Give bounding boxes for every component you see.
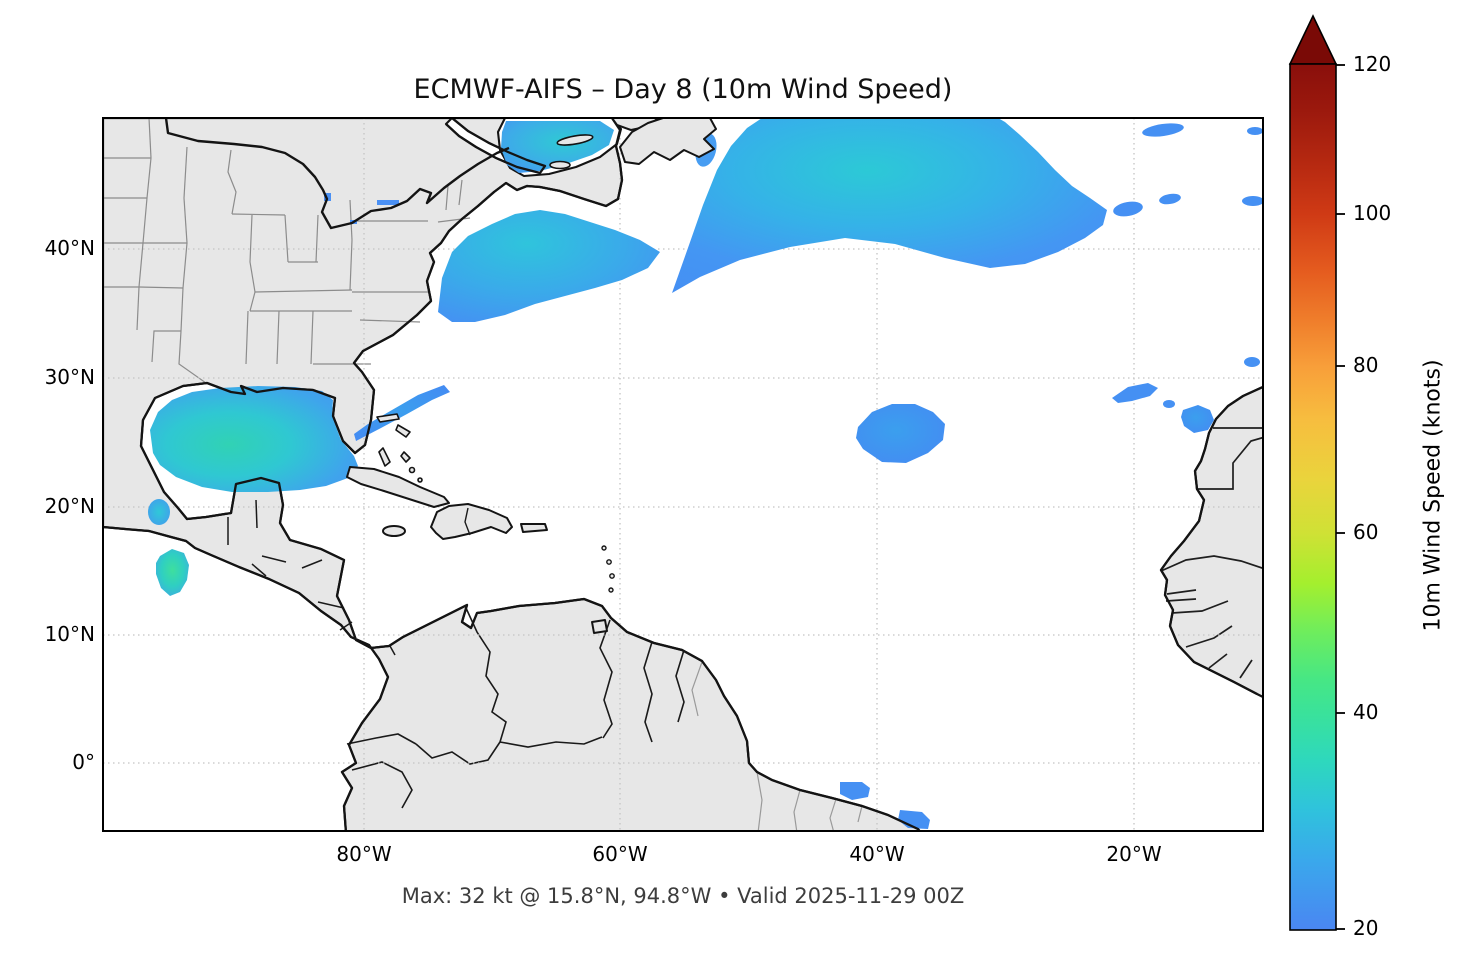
colorbar-axis-label: 10m Wind Speed (knots) [1420, 359, 1446, 632]
wind-speck-lake-ontario [377, 200, 399, 205]
wind-patch-atlantic-small-2 [1159, 193, 1181, 205]
africa-borders [1160, 427, 1263, 679]
colorbar [1288, 14, 1345, 931]
wind-speed-shading [148, 118, 1263, 829]
wind-patch-atlantic-small-1 [1113, 201, 1143, 217]
us-state-borders [103, 118, 471, 384]
brazil-state-borders [691, 661, 863, 831]
wind-patch-tehuantepec-max [156, 549, 189, 596]
ytick-label: 40°N [44, 236, 95, 260]
colorbar-extend-arrow [1288, 14, 1338, 65]
ytick-label: 0° [72, 750, 95, 774]
wind-patch-africa-3 [1181, 405, 1214, 433]
lesser-antilles [601, 545, 615, 593]
islands [346, 118, 717, 634]
wind-patch-nova-scotia-offshore [438, 210, 660, 322]
puerto-rico [520, 523, 548, 533]
cbtick-label: 20 [1353, 916, 1379, 940]
wind-patch-africa-2 [1163, 400, 1175, 408]
wind-patch-africa-1 [1112, 383, 1158, 403]
hispaniola [430, 503, 513, 540]
jamaica [382, 525, 406, 537]
trinidad [591, 619, 608, 634]
anticosti-island [556, 134, 594, 146]
coastline-americas [445, 118, 547, 175]
chart-title: ECMWF-AIFS – Day 8 (10m Wind Speed) [413, 74, 953, 105]
coastline-africa [1159, 385, 1263, 696]
wind-patch-topright-1 [1142, 123, 1184, 137]
ytick-label: 30°N [44, 365, 95, 389]
cuba [346, 466, 450, 508]
central-america-borders [227, 499, 396, 656]
cbtick-label: 100 [1353, 201, 1392, 225]
ytick-label: 10°N [44, 622, 95, 646]
wind-patch-mid-atlantic [856, 404, 945, 463]
cbtick-label: 40 [1353, 700, 1379, 724]
prince-edward-island [549, 160, 571, 170]
wind-patch-africa-4 [1244, 357, 1260, 367]
xtick-label: 40°W [849, 842, 905, 866]
wind-patch-bahamas-streak [354, 385, 450, 441]
coastline-americas-main [103, 118, 921, 831]
wind-patch-gulf-of-mexico [150, 386, 358, 492]
wind-patch-atlantic-small-3 [1242, 196, 1263, 206]
haiti-dr-border [464, 507, 471, 536]
wind-patch-bay-of-campeche [148, 499, 170, 525]
wind-patch-brazil-1 [840, 782, 870, 800]
caption-max-valid: Max: 32 kt @ 15.8°N, 94.8°W • Valid 2025… [401, 884, 965, 908]
cbtick-label: 60 [1353, 520, 1379, 544]
newfoundland [619, 118, 717, 165]
us-canada-border [164, 118, 510, 230]
wind-speck-lake-michigan [324, 193, 331, 201]
bahamas [376, 413, 423, 483]
xtick-label: 20°W [1106, 842, 1162, 866]
colorbar-gradient-bar [1289, 63, 1337, 931]
wind-patch-north-atlantic [672, 118, 1107, 293]
xtick-label: 80°W [336, 842, 392, 866]
ytick-label: 20°N [44, 494, 95, 518]
cbtick-label: 80 [1353, 353, 1379, 377]
wind-patch-topright-2 [1247, 127, 1263, 135]
colorbar-tick-marks [1336, 64, 1345, 930]
cbtick-label: 120 [1353, 52, 1392, 76]
xtick-label: 60°W [592, 842, 648, 866]
axes-frame [102, 117, 1264, 832]
